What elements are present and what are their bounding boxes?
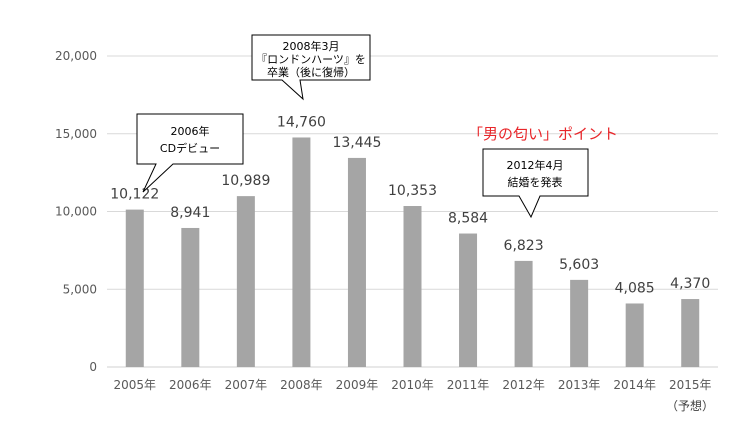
bar-2006年 [181,227,200,367]
callout-2006: 2006年 CDデビュー [136,113,244,193]
data-label: 14,760 [277,114,326,130]
bar-2009年 [347,157,366,367]
headline-text: 「男の匂い」ポイント [468,125,618,143]
callout-2008: 2008年3月 『ロンドンハーツ』を 卒業（後に復帰） [251,34,371,101]
bar-2007年 [236,196,255,367]
y-tick-label: 10,000 [55,205,97,219]
callout-2006-line-2: CDデビュー [160,141,220,155]
data-label: 4,085 [615,280,655,296]
y-tick-label: 5,000 [63,282,97,296]
data-label: 6,823 [504,238,544,254]
bar-2014年 [625,303,644,367]
x-tick-label: 2013年 [558,378,601,392]
callout-2008-bubble [251,34,371,101]
y-tick-label: 15,000 [55,127,97,141]
data-label: 5,603 [559,257,599,273]
x-tick-label: 2007年 [225,378,268,392]
y-axis: 0 5,000 10,000 15,000 20,000 [55,49,97,374]
x-tick-label: 2012年 [502,378,545,392]
callout-2008-line-2: 『ロンドンハーツ』を [256,53,366,66]
callout-2006-bubble [136,113,244,193]
data-label: 8,584 [448,211,488,227]
callout-2012-line-1: 2012年4月 [507,158,564,172]
data-label: 10,122 [110,187,159,203]
callout-2008-line-3: 卒業（後に復帰） [267,65,355,79]
y-tick-label: 0 [89,360,97,374]
bar-2012年 [514,260,533,367]
bar-2010年 [403,206,422,367]
callout-2012-line-2: 結婚を発表 [508,175,563,189]
forecast-note: （予想） [666,398,714,413]
data-label: 4,370 [670,276,710,292]
callout-2008-line-1: 2008年3月 [283,39,340,53]
bars: 10,122 8,941 10,989 14,760 13,445 10,353 8,584… [110,114,710,367]
x-tick-label: 2010年 [391,378,434,392]
data-label: 10,353 [388,183,437,199]
data-label: 10,989 [221,173,270,189]
bar-2005年 [125,209,144,367]
x-tick-label: 2005年 [113,378,156,392]
x-tick-label: 2006年 [169,378,212,392]
x-axis: 2005年 2006年 2007年 2008年 2009年 2010年 2011年 2012年… [113,378,711,392]
data-label: 8,941 [170,205,210,221]
data-label: 13,445 [332,135,381,151]
bar-2015年 [681,299,700,367]
y-tick-label: 20,000 [55,49,97,63]
bar-2008年 [292,137,311,367]
callout-2006-line-1: 2006年 [171,124,210,138]
callout-2012: 2012年4月 結婚を発表 [482,148,589,219]
x-tick-label: 2011年 [447,378,490,392]
bar-2013年 [570,279,589,367]
x-tick-label: 2008年 [280,378,323,392]
x-tick-label: 2009年 [336,378,379,392]
x-tick-label: 2014年 [613,378,656,392]
callout-2012-bubble [482,148,589,219]
bar-2011年 [459,233,478,367]
x-tick-label: 2015年 [669,378,712,392]
